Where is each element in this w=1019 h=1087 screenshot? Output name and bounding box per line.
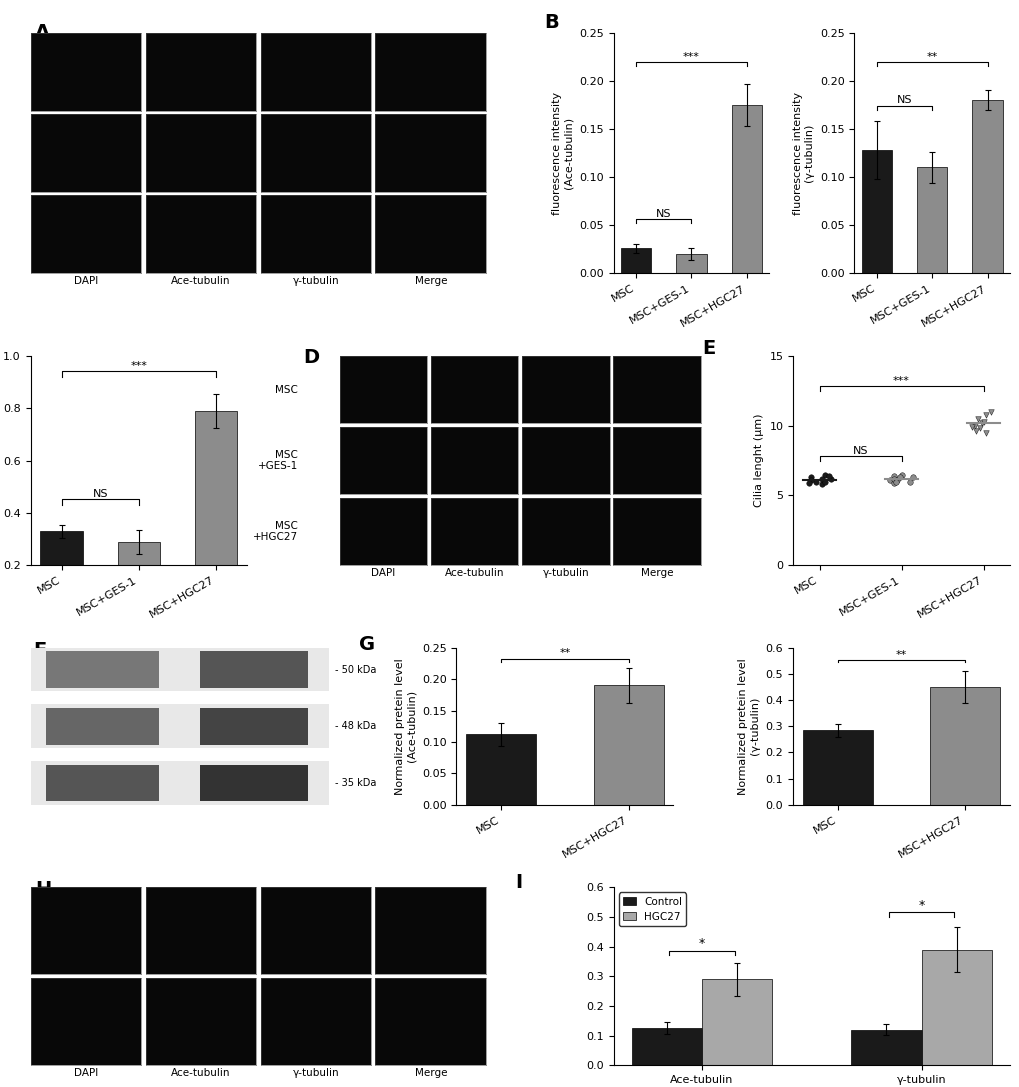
Bar (802, 730, 872, 804)
Text: B: B (543, 13, 558, 33)
Text: MSC: MSC (77, 794, 102, 803)
Bar (201, 764, 308, 801)
Bar (731, 104, 761, 274)
Text: - 48 kDa: - 48 kDa (334, 722, 375, 732)
Text: ***: *** (683, 51, 699, 62)
Text: ***: *** (893, 376, 909, 386)
Bar (916, 167, 947, 274)
Bar (631, 1028, 701, 1065)
Point (976, 405, 993, 423)
Point (886, 474, 902, 491)
Bar (676, 254, 706, 274)
Point (800, 474, 816, 491)
Point (802, 468, 818, 486)
Point (971, 420, 987, 437)
X-axis label: Ace-tubulin: Ace-tubulin (171, 1069, 230, 1078)
Bar (851, 1029, 920, 1065)
Text: D: D (304, 348, 320, 366)
Bar (201, 708, 308, 745)
Point (973, 414, 989, 432)
Point (888, 473, 904, 490)
Point (893, 466, 909, 484)
Bar (46, 651, 159, 688)
Point (815, 473, 832, 490)
Text: MSC+HGC27: MSC+HGC27 (197, 794, 269, 803)
Text: NS: NS (852, 446, 867, 455)
Text: NS: NS (93, 489, 108, 499)
X-axis label: γ-tubulin: γ-tubulin (542, 569, 589, 578)
Bar (46, 764, 159, 801)
Text: - 35 kDa: - 35 kDa (334, 778, 376, 788)
Point (966, 417, 982, 435)
Text: **: ** (895, 650, 906, 660)
Point (888, 472, 904, 489)
Bar (201, 651, 308, 688)
Y-axis label: fluorescence intensity
(Ace-tubulin): fluorescence intensity (Ace-tubulin) (551, 91, 573, 214)
Point (807, 473, 823, 490)
Point (981, 403, 998, 421)
Y-axis label: MSC: MSC (275, 385, 298, 395)
Bar (971, 100, 1002, 274)
Y-axis label: MSC
+HGC27: MSC +HGC27 (253, 521, 298, 542)
Bar (593, 686, 663, 804)
Legend: Control, HGC27: Control, HGC27 (619, 892, 686, 926)
Point (901, 473, 917, 490)
Text: A: A (35, 23, 50, 42)
Text: ***: *** (130, 361, 147, 371)
Point (884, 470, 901, 487)
Bar (195, 411, 237, 617)
Y-axis label: MSC
+GES-1: MSC +GES-1 (258, 450, 298, 472)
Text: **: ** (925, 51, 936, 62)
Point (813, 470, 829, 487)
X-axis label: Merge: Merge (414, 276, 446, 286)
X-axis label: γ-tubulin: γ-tubulin (292, 1069, 338, 1078)
Bar (466, 735, 536, 804)
Text: I: I (515, 873, 522, 892)
Point (975, 413, 991, 430)
Bar (41, 532, 83, 617)
X-axis label: Merge: Merge (640, 569, 673, 578)
X-axis label: Merge: Merge (414, 1069, 446, 1078)
Y-axis label: Normalized pretein level
(Ace-tubulin): Normalized pretein level (Ace-tubulin) (394, 658, 416, 795)
X-axis label: DAPI: DAPI (73, 276, 98, 286)
Text: *: * (698, 937, 704, 950)
Bar (117, 541, 160, 617)
Y-axis label: Cilia lenght (μm): Cilia lenght (μm) (753, 414, 763, 508)
X-axis label: DAPI: DAPI (73, 1069, 98, 1078)
Point (891, 468, 907, 486)
Text: E: E (702, 339, 715, 358)
Bar (701, 979, 771, 1065)
Text: G: G (359, 635, 374, 654)
X-axis label: γ-tubulin: γ-tubulin (292, 276, 338, 286)
Text: NS: NS (655, 209, 671, 218)
Point (967, 423, 983, 440)
X-axis label: Ace-tubulin: Ace-tubulin (444, 569, 504, 578)
Point (880, 472, 897, 489)
Text: NS: NS (896, 95, 911, 104)
Point (963, 418, 979, 436)
Text: **: ** (558, 649, 570, 659)
Y-axis label: Normalized pretein level
(γ-tubulin): Normalized pretein level (γ-tubulin) (738, 658, 759, 795)
Bar (861, 150, 892, 274)
Text: H: H (35, 880, 51, 899)
Bar (920, 950, 990, 1065)
X-axis label: Ace-tubulin: Ace-tubulin (171, 276, 230, 286)
Bar (929, 687, 999, 804)
Point (969, 410, 985, 427)
X-axis label: DAPI: DAPI (371, 569, 395, 578)
Point (821, 470, 838, 487)
Point (884, 467, 901, 485)
Point (819, 467, 836, 485)
Point (816, 466, 833, 484)
Point (813, 476, 829, 493)
Y-axis label: fluorescence intensity
(γ-tubulin): fluorescence intensity (γ-tubulin) (792, 91, 813, 214)
Text: - 50 kDa: - 50 kDa (334, 664, 376, 675)
Bar (621, 249, 651, 274)
Point (977, 424, 994, 441)
Text: *: * (917, 899, 924, 912)
Text: F: F (34, 641, 47, 661)
Bar (46, 708, 159, 745)
Point (904, 468, 920, 486)
Point (802, 472, 818, 489)
